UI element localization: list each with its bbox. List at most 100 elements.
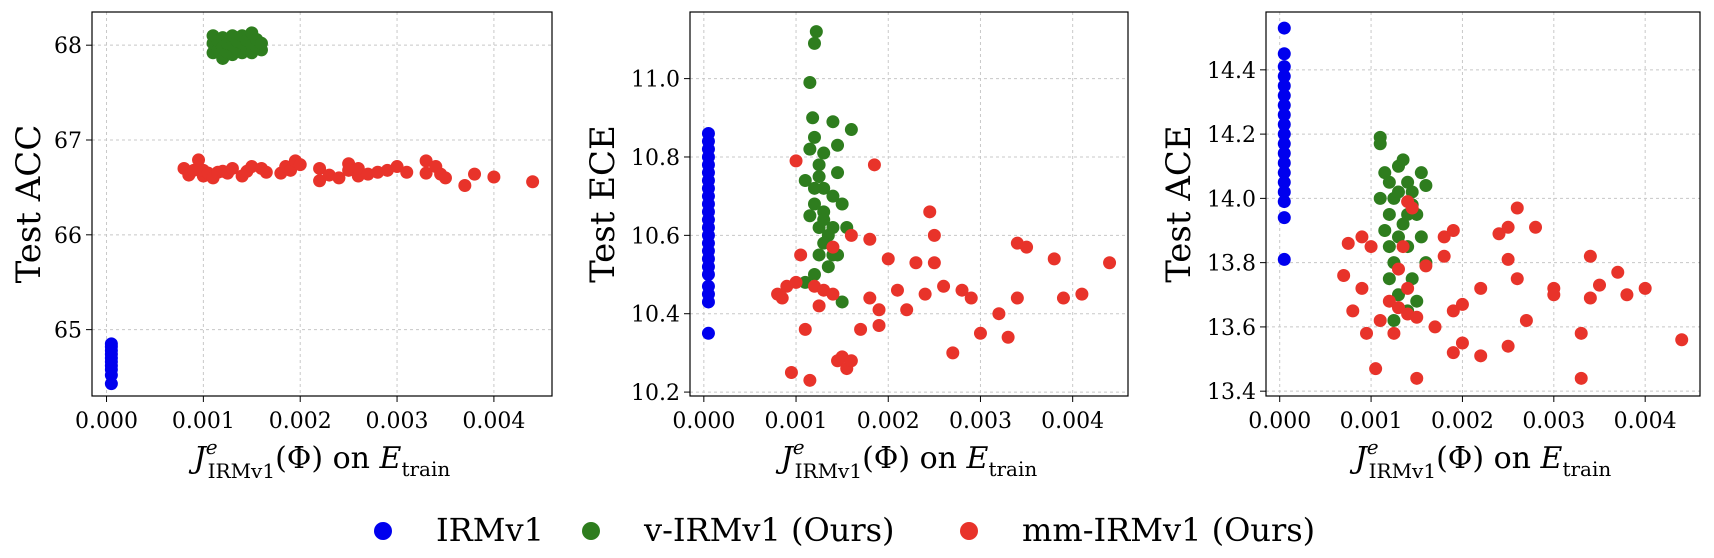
y-axis-label: Test ACC — [9, 125, 49, 284]
x-tick-label: 0.002 — [857, 409, 920, 434]
data-point — [1428, 320, 1442, 334]
data-point — [918, 287, 932, 301]
data-point — [973, 326, 987, 340]
data-point — [890, 283, 904, 297]
x-tick-label: 0.004 — [1041, 409, 1104, 434]
data-point — [104, 337, 118, 351]
x-tick-label: 0.000 — [1248, 409, 1311, 434]
panel-1: 0.000 0.001 0.002 0.003 0.004 65 66 67 68 Test AC… — [9, 11, 553, 483]
data-point — [361, 167, 375, 181]
data-point — [809, 25, 823, 39]
data-point — [1382, 272, 1396, 286]
data-point — [872, 318, 886, 332]
data-point — [1492, 227, 1506, 241]
legend-marker — [960, 522, 978, 540]
data-point — [844, 354, 858, 368]
data-point — [826, 240, 840, 254]
data-point — [1387, 313, 1401, 327]
data-point — [1382, 175, 1396, 189]
x-tick-label: 0.004 — [1614, 409, 1677, 434]
legend-item: IRMv1 — [374, 511, 544, 549]
data-point — [803, 373, 817, 387]
plot-frame — [689, 11, 1129, 397]
data-point — [1405, 185, 1419, 199]
data-point — [784, 365, 798, 379]
data-point — [419, 154, 433, 168]
legend-label: v-IRMv1 (Ours) — [643, 511, 895, 549]
data-point — [807, 268, 821, 282]
data-point — [794, 248, 808, 262]
data-point — [872, 303, 886, 317]
data-point — [1574, 326, 1588, 340]
data-point — [1277, 117, 1291, 131]
data-point — [812, 158, 826, 172]
x-tick-label: 0.004 — [462, 409, 525, 434]
data-point — [1360, 326, 1374, 340]
data-point — [1437, 249, 1451, 263]
data-point — [468, 167, 482, 181]
data-point — [254, 36, 268, 50]
series-1 — [104, 337, 118, 391]
data-point — [192, 153, 206, 167]
data-point — [927, 256, 941, 270]
data-point — [1419, 179, 1433, 193]
data-point — [923, 205, 937, 219]
y-tick-label: 13.6 — [1207, 316, 1256, 341]
y-tick-label: 14.0 — [1207, 187, 1256, 212]
x-axis-label: Je IRMv1(Φ) on Etrain — [188, 435, 451, 483]
data-point — [1382, 294, 1396, 308]
data-point — [817, 213, 831, 227]
x-axis-label: Je IRMv1(Φ) on Etrain — [1349, 435, 1612, 483]
data-point — [1519, 313, 1533, 327]
data-point — [1277, 108, 1291, 122]
series-1 — [701, 126, 715, 340]
data-point — [900, 303, 914, 317]
data-point — [807, 36, 821, 50]
y-tick-label: 10.6 — [631, 224, 680, 249]
data-point — [1501, 220, 1515, 234]
legend-marker — [582, 522, 600, 540]
data-point — [1010, 291, 1024, 305]
y-tick-label: 11.0 — [631, 68, 680, 93]
data-point — [821, 260, 835, 274]
data-point — [1638, 281, 1652, 295]
x-tick-label: 0.003 — [366, 409, 429, 434]
data-point — [807, 130, 821, 144]
data-point — [844, 123, 858, 137]
data-point — [803, 142, 817, 156]
series-2 — [206, 26, 268, 65]
y-tick-label: 10.2 — [631, 381, 680, 406]
series-2 — [1373, 130, 1433, 327]
data-point — [1414, 230, 1428, 244]
data-point — [1373, 137, 1387, 151]
data-point — [1455, 297, 1469, 311]
data-point — [1378, 166, 1392, 180]
data-point — [835, 197, 849, 211]
data-point — [1056, 291, 1070, 305]
data-point — [1001, 330, 1015, 344]
data-point — [1346, 304, 1360, 318]
legend-label: IRMv1 — [436, 511, 544, 549]
data-point — [881, 252, 895, 266]
data-point — [1355, 281, 1369, 295]
data-point — [1277, 47, 1291, 61]
data-point — [1277, 156, 1291, 170]
data-point — [458, 179, 472, 193]
y-tick-label: 10.8 — [631, 146, 680, 171]
data-point — [259, 165, 273, 179]
data-point — [1446, 346, 1460, 360]
data-point — [225, 161, 239, 175]
y-tick-label: 67 — [54, 129, 82, 154]
data-point — [1277, 146, 1291, 160]
series-3 — [177, 153, 540, 193]
data-point — [835, 295, 849, 309]
data-point — [1410, 310, 1424, 324]
data-point — [351, 161, 365, 175]
data-point — [1277, 185, 1291, 199]
data-point — [1391, 262, 1405, 276]
x-axis-label: Je IRMv1(Φ) on Etrain — [775, 435, 1038, 483]
data-point — [293, 158, 307, 172]
data-point — [701, 126, 715, 140]
data-point — [844, 228, 858, 242]
data-point — [1277, 69, 1291, 83]
